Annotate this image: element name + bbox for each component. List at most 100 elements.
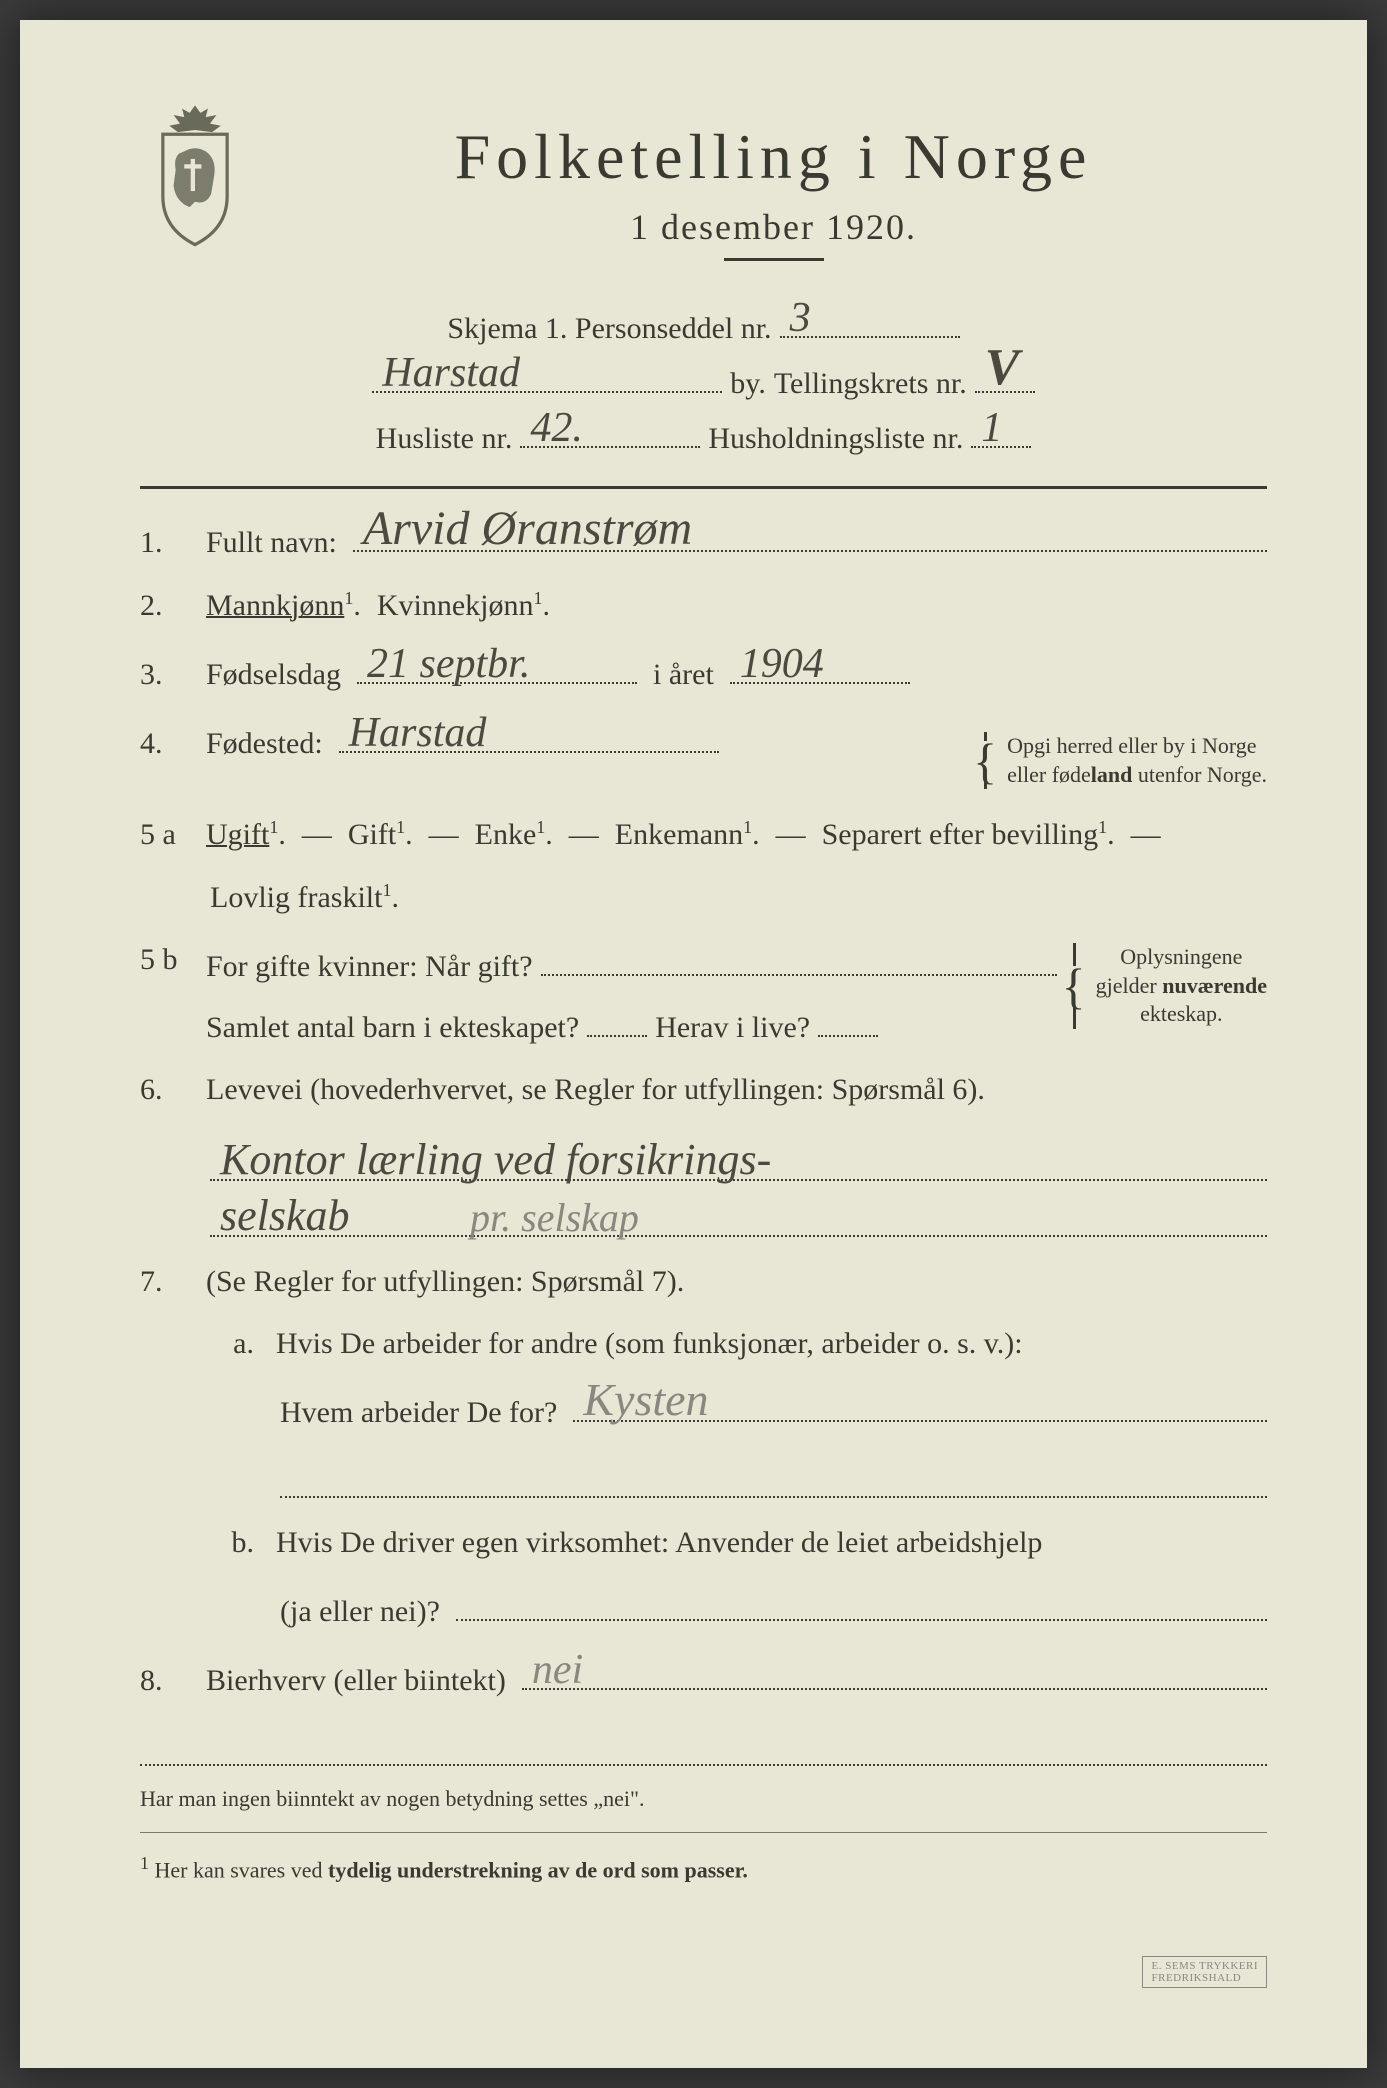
header: Folketelling i Norge 1 desember 1920. (140, 100, 1267, 291)
q7-row: 7. (Se Regler for utfyllingen: Spørsmål … (140, 1265, 1267, 1299)
sub-title: 1 desember 1920. (280, 206, 1267, 248)
main-title: Folketelling i Norge (280, 120, 1267, 194)
q5a-row2: Lovlig fraskilt1. (140, 880, 1267, 915)
q3-label: Fødselsdag (206, 658, 341, 692)
meta-block: Skjema 1. Personseddel nr. 3 Harstad by.… (140, 305, 1267, 456)
q7a-row1: a. Hvis De arbeider for andre (som funks… (140, 1327, 1267, 1361)
q5a-separert: Separert efter bevilling1. (822, 817, 1115, 852)
q5b-l2a: Samlet antal barn i ekteskapet? (206, 1011, 579, 1045)
q1-label: Fullt navn: (206, 526, 337, 560)
q3-row: 3. Fødselsdag 21 septbr. i året 1904 (140, 651, 1267, 692)
q8-value: nei (532, 1646, 583, 1694)
title-block: Folketelling i Norge 1 desember 1920. (280, 100, 1267, 291)
husliste-value: 42. (530, 404, 583, 452)
q5b-barn-field (587, 1004, 647, 1037)
q7b-num: b. (210, 1526, 260, 1560)
q6-row: 6. Levevei (hovederhvervet, se Regler fo… (140, 1073, 1267, 1107)
q7a-value: Kysten (583, 1373, 708, 1426)
personseddel-value: 3 (790, 294, 811, 342)
q7a-num: a. (210, 1327, 260, 1361)
q5a-enke: Enke1. (475, 817, 553, 852)
q3-year-label: i året (653, 658, 714, 692)
q5a-fraskilt: Lovlig fraskilt1. (210, 880, 399, 915)
q4-num: 4. (140, 727, 190, 761)
footnote-block: 1 Her kan svares ved tydelig understrekn… (140, 1853, 1267, 1883)
q7a-l1: Hvis De arbeider for andre (som funksjon… (276, 1327, 1023, 1361)
q5b-row: 5 b For gifte kvinner: Når gift? Samlet … (140, 943, 1267, 1045)
title-rule (724, 258, 824, 261)
skjema-label: Skjema 1. Personseddel nr. (447, 312, 771, 346)
q5b-note-l3: ekteskap. (1096, 1000, 1267, 1029)
q1-value: Arvid Øranstrøm (363, 501, 692, 556)
q8-num: 8. (140, 1664, 190, 1698)
q6-value2: selskab (220, 1190, 350, 1241)
q3-day-value: 21 septbr. (367, 640, 530, 688)
stamp-l1: E. SEMS TRYKKERI (1151, 1960, 1258, 1972)
q7b-row1: b. Hvis De driver egen virksomhet: Anven… (140, 1526, 1267, 1560)
q2-row: 2. Mannkjønn1. Kvinnekjønn1. (140, 588, 1267, 623)
q5b-l1: For gifte kvinner: Når gift? (206, 950, 533, 984)
q7a-row2: Hvem arbeider De for? Kysten (140, 1389, 1267, 1430)
by-value: Harstad (382, 349, 520, 397)
q5b-live-field (818, 1004, 878, 1037)
husliste-label: Husliste nr. (376, 422, 513, 456)
q4-row: 4. Fødested: Harstad Opgi herred eller b… (140, 720, 1267, 789)
personseddel-field: 3 (780, 305, 960, 338)
divider-bottom (140, 1832, 1267, 1833)
q5a-ugift: Ugift1. (206, 817, 286, 852)
husliste-field: 42. (520, 415, 700, 448)
q8-field: nei (522, 1657, 1267, 1690)
tellingskrets-field: V (975, 360, 1035, 393)
q5b-gift-field (541, 943, 1057, 976)
q8-row: 8. Bierhverv (eller biintekt) nei (140, 1657, 1267, 1698)
q7a-field: Kysten (573, 1389, 1267, 1422)
by-label: by. (730, 367, 766, 401)
q3-num: 3. (140, 658, 190, 692)
q2-num: 2. (140, 589, 190, 623)
q7a-l2: Hvem arbeider De for? (280, 1396, 557, 1430)
q5b-note: Oplysningene gjelder nuværende ekteskap. (1073, 943, 1267, 1029)
q6-line1: Kontor lærling ved forsikrings- (210, 1135, 1267, 1181)
q4-note-l2: eller fødeland utenfor Norge. (1007, 761, 1267, 790)
q8-label: Bierhverv (eller biintekt) (206, 1664, 506, 1698)
footer-note: Har man ingen biinntekt av nogen betydni… (140, 1786, 1267, 1812)
q6-value2-pencil: pr. selskap (470, 1194, 639, 1241)
q7a-extra-line (280, 1458, 1267, 1498)
q4-field: Harstad (339, 720, 719, 753)
q5b-note-l2: gjelder nuværende (1096, 972, 1267, 1001)
q6-line2: selskab pr. selskap (210, 1191, 1267, 1237)
stamp-l2: FREDRIKSHALD (1151, 1972, 1258, 1984)
q1-num: 1. (140, 526, 190, 560)
q2-kvinne: Kvinnekjønn1. (377, 588, 550, 623)
q7-num: 7. (140, 1265, 190, 1299)
printer-stamp: E. SEMS TRYKKERI FREDRIKSHALD (1142, 1956, 1267, 1988)
q3-day-field: 21 septbr. (357, 651, 637, 684)
meta-line-3: Husliste nr. 42. Husholdningsliste nr. 1 (140, 415, 1267, 456)
tellingskrets-value: V (985, 338, 1020, 397)
q4-note: Opgi herred eller by i Norge eller fødel… (984, 732, 1267, 789)
q7-label: (Se Regler for utfyllingen: Spørsmål 7). (206, 1265, 684, 1299)
q3-year-value: 1904 (740, 640, 824, 688)
tellingskrets-label: Tellingskrets nr. (774, 367, 967, 401)
q7b-row2: (ja eller nei)? (140, 1588, 1267, 1629)
q6-label: Levevei (hovederhvervet, se Regler for u… (206, 1073, 985, 1107)
q5a-num: 5 a (140, 818, 190, 852)
q8-extra-line (140, 1726, 1267, 1766)
q4-note-l1: Opgi herred eller by i Norge (1007, 732, 1267, 761)
q5a-gift: Gift1. (348, 817, 413, 852)
q7b-l1: Hvis De driver egen virksomhet: Anvender… (276, 1526, 1042, 1560)
divider-top (140, 486, 1267, 489)
meta-line-1: Skjema 1. Personseddel nr. 3 (140, 305, 1267, 346)
q6-value1: Kontor lærling ved forsikrings- (220, 1134, 771, 1185)
q5b-l2b: Herav i live? (655, 1011, 810, 1045)
q4-value: Harstad (349, 709, 487, 757)
q5a-enkemann: Enkemann1. (615, 817, 760, 852)
q2-mann: Mannkjønn1. (206, 588, 361, 623)
q3-year-field: 1904 (730, 651, 910, 684)
q1-row: 1. Fullt navn: Arvid Øranstrøm (140, 519, 1267, 560)
q1-field: Arvid Øranstrøm (353, 519, 1267, 552)
q5a-row: 5 a Ugift1. — Gift1. — Enke1. — Enkemann… (140, 817, 1267, 852)
footnote-num: 1 (140, 1853, 149, 1873)
by-field: Harstad (372, 360, 722, 393)
q7b-l2: (ja eller nei)? (280, 1595, 440, 1629)
